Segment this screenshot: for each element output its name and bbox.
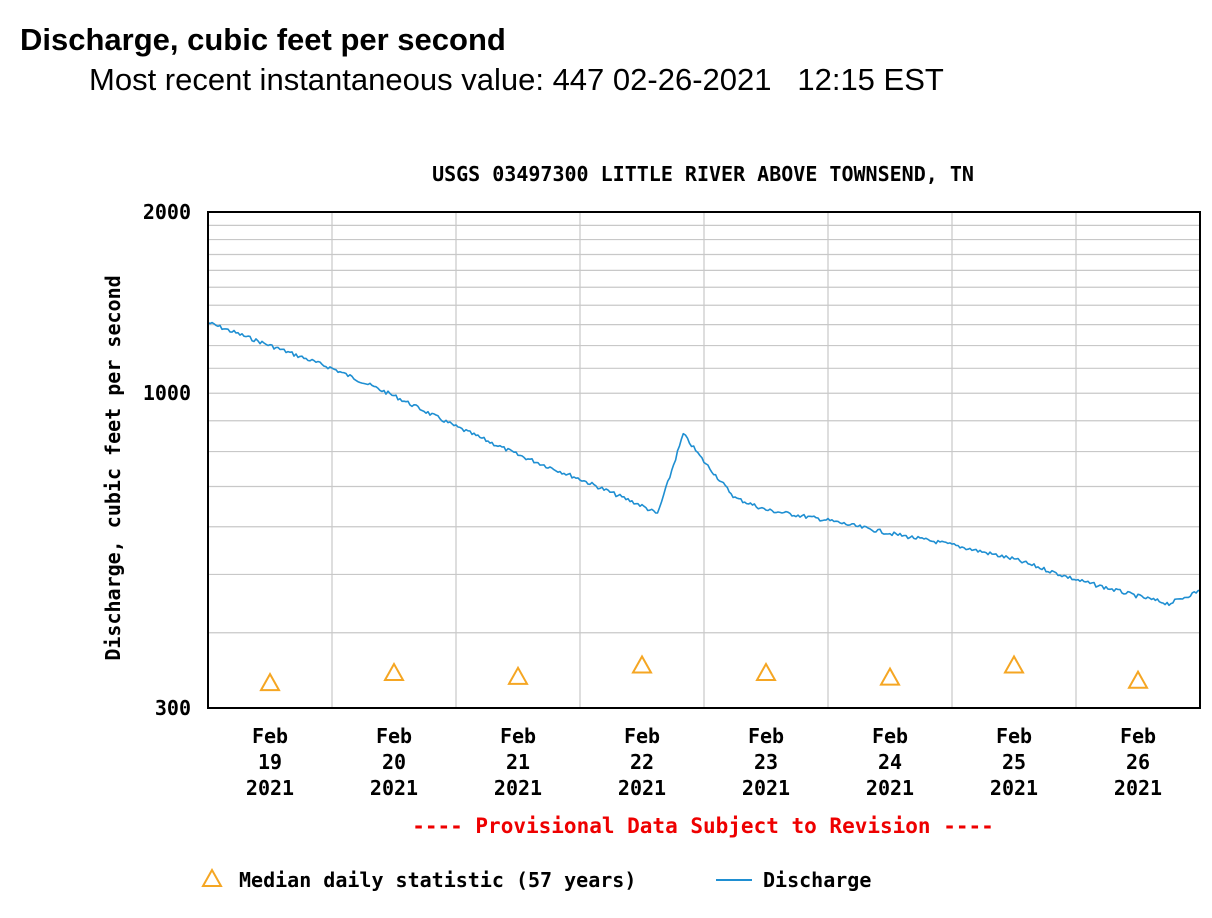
median-triangle-icon xyxy=(1127,669,1149,689)
median-triangle-icon xyxy=(755,661,777,681)
median-triangle-icon xyxy=(631,654,653,674)
legend-median-label: Median daily statistic (57 years) xyxy=(239,868,636,892)
grid-lines xyxy=(208,212,1201,708)
median-triangle-icon xyxy=(259,672,281,692)
x-tick-text: 2021 xyxy=(370,776,418,800)
y-tick-label: 1000 xyxy=(143,381,191,405)
x-tick-text: 25 xyxy=(1002,750,1026,774)
x-tick-text: 2021 xyxy=(1114,776,1162,800)
x-tick-text: 2021 xyxy=(246,776,294,800)
recent-date: 02-26-2021 xyxy=(612,62,772,97)
y-tick-labels: 2000 1000 300 xyxy=(143,200,191,720)
x-tick-text: 2021 xyxy=(990,776,1038,800)
x-tick-text: 2021 xyxy=(742,776,790,800)
x-tick-text: 21 xyxy=(506,750,530,774)
recent-label: Most recent instantaneous value: xyxy=(89,62,544,97)
x-tick-text: 2021 xyxy=(618,776,666,800)
x-tick-text: Feb xyxy=(748,724,784,748)
x-tick-text: 22 xyxy=(630,750,654,774)
plot-frame xyxy=(207,211,1201,709)
x-tick-text: 2021 xyxy=(494,776,542,800)
x-tick-text: 2021 xyxy=(866,776,914,800)
recent-value: 447 xyxy=(552,62,605,97)
x-tick-text: Feb xyxy=(252,724,288,748)
provisional-note: ---- Provisional Data Subject to Revisio… xyxy=(412,814,994,838)
x-tick-text: 24 xyxy=(878,750,902,774)
x-tick-text: 23 xyxy=(754,750,778,774)
x-tick-labels: Feb192021Feb202021Feb212021Feb222021Feb2… xyxy=(246,724,1162,800)
y-axis-label: Discharge, cubic feet per second xyxy=(101,275,125,660)
x-tick-text: Feb xyxy=(872,724,908,748)
recent-value-line: Most recent instantaneous value: 447 02-… xyxy=(89,62,944,98)
median-markers xyxy=(259,654,1149,692)
median-triangle-icon xyxy=(383,661,405,681)
x-tick-text: Feb xyxy=(624,724,660,748)
x-tick-text: Feb xyxy=(996,724,1032,748)
chart-title: USGS 03497300 LITTLE RIVER ABOVE TOWNSEN… xyxy=(432,162,974,186)
x-tick-text: 26 xyxy=(1126,750,1150,774)
recent-time: 12:15 EST xyxy=(797,62,944,97)
median-triangle-icon xyxy=(507,665,529,685)
x-tick-text: Feb xyxy=(1120,724,1156,748)
y-tick-label: 2000 xyxy=(143,200,191,224)
legend-discharge-label: Discharge xyxy=(763,868,871,892)
y-tick-label: 300 xyxy=(155,696,191,720)
median-triangle-icon xyxy=(879,666,901,686)
median-triangle-icon xyxy=(1003,654,1025,674)
x-tick-text: 20 xyxy=(382,750,406,774)
page-title: Discharge, cubic feet per second xyxy=(20,22,506,57)
x-tick-text: 19 xyxy=(258,750,282,774)
legend-triangle-icon xyxy=(201,867,223,887)
legend: Median daily statistic (57 years) Discha… xyxy=(201,867,871,892)
x-tick-text: Feb xyxy=(500,724,536,748)
discharge-series-line xyxy=(207,321,1200,607)
x-tick-text: Feb xyxy=(376,724,412,748)
